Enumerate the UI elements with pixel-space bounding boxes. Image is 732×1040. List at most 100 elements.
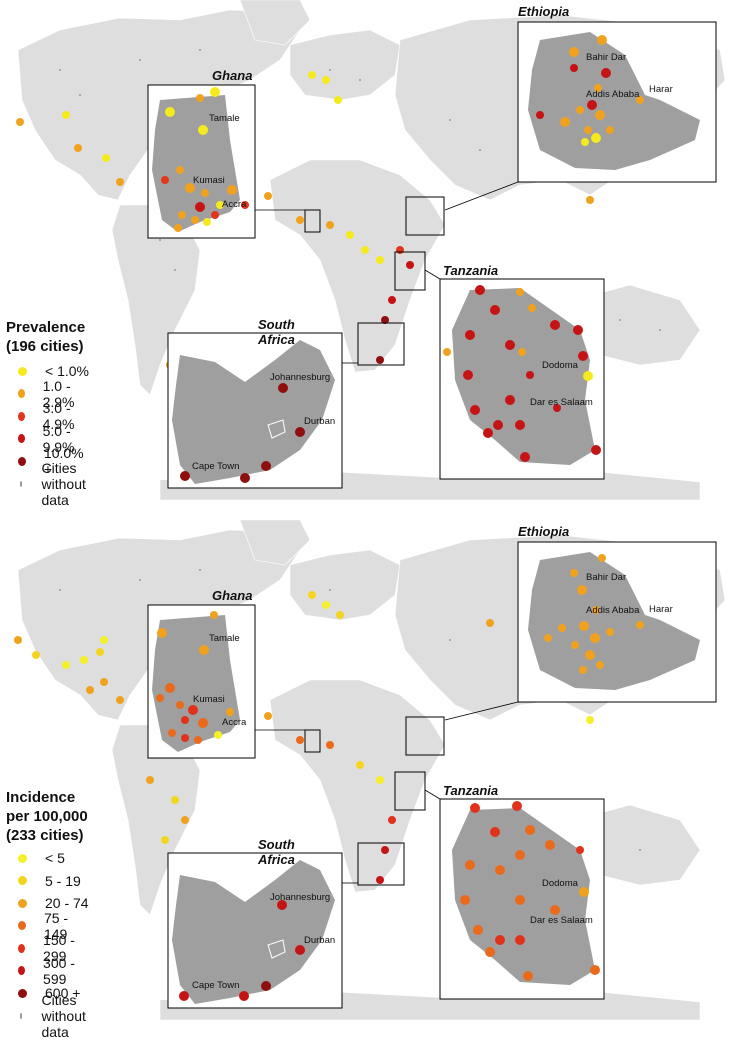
legend-label: Cities without data (41, 991, 86, 1040)
no-data-city (449, 119, 451, 121)
prevalence-legend: Prevalence (196 cities) < 1.0% 1.0 - 2.9… (6, 318, 89, 508)
legend-swatch (18, 853, 27, 863)
city-marker (74, 144, 82, 152)
no-data-city (59, 589, 61, 591)
legend-title-line-1: Incidence (6, 789, 76, 806)
no-data-city (139, 59, 141, 61)
no-data-city (659, 329, 661, 331)
city-marker (62, 111, 70, 119)
city-marker (376, 356, 384, 364)
legend-swatch (18, 898, 27, 908)
city-marker (396, 246, 404, 254)
south-africa-inset (167, 332, 343, 489)
legend-swatch (18, 411, 25, 421)
legend-title-line-2: (196 cities) (6, 338, 84, 355)
city-marker (264, 192, 272, 200)
south-africa-title: South Africa (258, 317, 295, 347)
city-marker (16, 118, 24, 126)
legend-swatch (18, 921, 26, 931)
no-data-city (199, 569, 201, 571)
city-marker (406, 261, 414, 269)
no-data-city (159, 239, 161, 241)
city-marker (376, 256, 384, 264)
no-data-city (359, 79, 361, 81)
city-label-kumasi: Kumasi (193, 175, 225, 186)
inset-connectors (255, 181, 519, 364)
ghana-title: Ghana (212, 588, 253, 603)
incidence-legend: Incidence per 100,000 (233 cities) < 5 5… (6, 788, 89, 1040)
city-label-dodoma: Dodoma (542, 360, 578, 371)
legend-swatch (18, 943, 26, 953)
africa-land (269, 159, 446, 373)
city-marker (116, 178, 124, 186)
city-label-durban: Durban (304, 935, 336, 946)
city-marker (296, 216, 304, 224)
legend-label: < 1.0% (45, 363, 89, 380)
city-marker (381, 316, 389, 324)
legend-label: 3.0 - 4.9% (42, 400, 75, 433)
city-label-bahir-dar: Bahir Dar (586, 52, 627, 63)
city-label-dar-es-salaam: Dar es Salaam (530, 915, 593, 926)
europe-land (289, 549, 401, 621)
legend-item: 3.0 - 4.9% (6, 400, 89, 432)
no-data-city (449, 639, 451, 641)
no-data-city (479, 149, 481, 151)
city-marker (346, 231, 354, 239)
city-label-addis-ababa: Addis Ababa (586, 605, 640, 616)
legend-label: 5 - 19 (45, 872, 81, 889)
legend-item: 75 - 149 (6, 910, 89, 942)
no-data-city (199, 49, 201, 51)
ghana-shape (152, 95, 240, 232)
legend-item: 1.0 - 2.9% (6, 378, 89, 410)
ethiopia-title: Ethiopia (518, 524, 570, 539)
tanzania-inset (439, 278, 605, 480)
city-label-kumasi: Kumasi (193, 694, 225, 705)
legend-label: 600 + (45, 985, 81, 1002)
legend-swatch (18, 966, 26, 976)
legend-item: 20 - 74 (6, 892, 89, 915)
legend-item: 5 - 19 (6, 870, 89, 893)
legend-item: 150 - 299 (6, 932, 89, 964)
legend-label: 1.0 - 2.9% (42, 377, 75, 410)
legend-title-line-1: Prevalence (6, 319, 86, 336)
no-data-city (619, 319, 621, 321)
legend-swatch (18, 434, 25, 444)
greenland-land (239, 0, 311, 46)
no-data-city (79, 94, 81, 96)
south-africa-title: South Africa (258, 837, 295, 867)
locator-boxes (304, 716, 445, 886)
legend-item: 10.0% + (6, 445, 89, 477)
legend-label: 5.0 - 9.9% (42, 422, 75, 455)
tanzania-title: Tanzania (443, 783, 499, 798)
no-data-city (329, 589, 331, 591)
no-data-city (329, 69, 331, 71)
city-marker (308, 71, 316, 79)
legend-swatch (18, 456, 26, 466)
legend-label: 75 - 149 (43, 909, 69, 942)
legend-item: Cities without data (6, 460, 89, 508)
europe-land (289, 29, 401, 101)
city-label-tamale: Tamale (209, 633, 240, 644)
legend-label: 10.0% + (43, 445, 84, 478)
south-africa-inset (167, 852, 343, 1009)
legend-label: < 5 (45, 850, 65, 867)
no-data-city (59, 69, 61, 71)
city-label-tamale: Tamale (209, 113, 240, 124)
legend-swatch (18, 988, 27, 998)
city-label-accra: Accra (222, 717, 247, 728)
legend-title-line-3: (233 cities) (6, 827, 84, 844)
city-marker (102, 154, 110, 162)
prevalence-map (16, 0, 726, 501)
south-africa-shape (172, 340, 335, 484)
legend-label: 150 - 299 (43, 932, 75, 965)
city-label-accra: Accra (222, 199, 247, 210)
ethiopia-inset (517, 21, 717, 183)
city-label-bahir-dar: Bahir Dar (586, 572, 627, 583)
ethiopia-inset (517, 541, 717, 703)
city-marker (322, 76, 330, 84)
ghana-inset (147, 84, 256, 239)
legend-item: 5.0 - 9.9% (6, 423, 89, 455)
ethiopia-title: Ethiopia (518, 4, 570, 19)
legend-label: Cities without data (41, 459, 86, 508)
legend-swatch (19, 480, 23, 487)
